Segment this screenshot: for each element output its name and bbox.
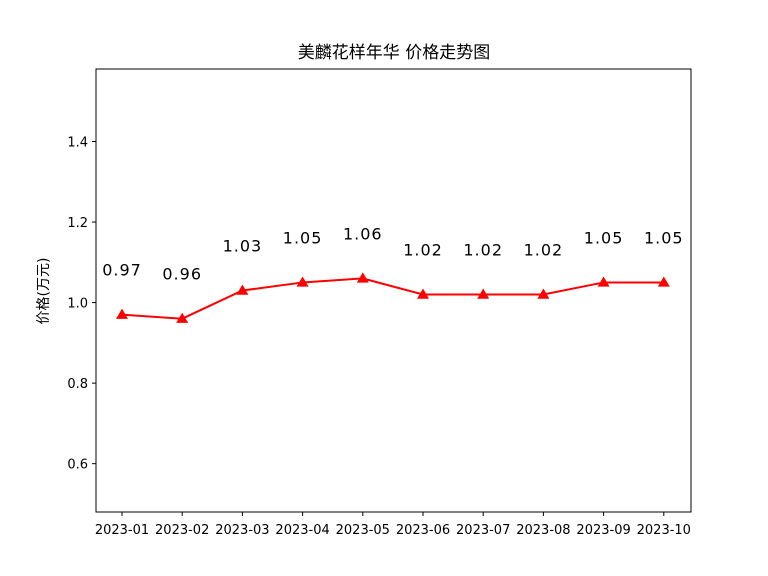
x-tick-label: 2023-07 [456, 523, 510, 538]
data-point [116, 308, 128, 319]
x-axis: 2023-01 2023-02 2023-03 2023-04 2023-05 2023-… [95, 512, 691, 538]
x-tick-label: 2023-06 [396, 523, 450, 538]
data-label: 1.05 [584, 228, 624, 247]
x-tick-label: 2023-01 [95, 523, 149, 538]
data-labels: 0.97 0.96 1.03 1.05 1.06 1.02 1.02 1.02 1.05 1.05 [102, 224, 684, 284]
x-tick-label: 2023-08 [516, 523, 570, 538]
data-label: 1.02 [524, 241, 564, 260]
x-tick-label: 2023-09 [576, 523, 630, 538]
x-tick-label: 2023-03 [215, 523, 269, 538]
data-point [537, 288, 550, 299]
x-tick-label: 2023-04 [275, 523, 329, 538]
data-label: 1.02 [463, 241, 503, 260]
data-point [296, 276, 309, 287]
data-label: 1.05 [644, 228, 684, 247]
y-axis-label: 价格(万元) [36, 258, 52, 325]
y-tick-label: 0.8 [67, 377, 88, 392]
chart-title: 美麟花样年华 价格走势图 [298, 43, 490, 63]
y-axis: 0.6 0.8 1.0 1.2 1.4 [67, 135, 96, 473]
series-line [121, 277, 664, 320]
data-point [236, 284, 249, 295]
x-tick-label: 2023-10 [637, 523, 691, 538]
data-point [597, 276, 610, 287]
data-label: 1.03 [223, 237, 263, 256]
data-point [417, 288, 429, 299]
data-label: 0.96 [162, 265, 202, 284]
data-label: 0.97 [102, 261, 142, 280]
data-point [657, 276, 670, 287]
x-tick-label: 2023-05 [336, 523, 390, 538]
y-tick-label: 0.6 [67, 458, 88, 473]
plot-area [95, 68, 692, 513]
data-point [477, 288, 490, 299]
y-tick-label: 1.4 [67, 135, 88, 150]
data-label: 1.05 [283, 228, 323, 247]
data-point [356, 272, 369, 283]
x-tick-label: 2023-02 [155, 523, 209, 538]
data-label: 1.06 [343, 224, 383, 243]
series-group [116, 272, 670, 323]
y-tick-label: 1.0 [67, 297, 88, 312]
data-label: 1.02 [403, 241, 443, 260]
y-tick-label: 1.2 [67, 216, 88, 231]
data-point [176, 312, 189, 323]
